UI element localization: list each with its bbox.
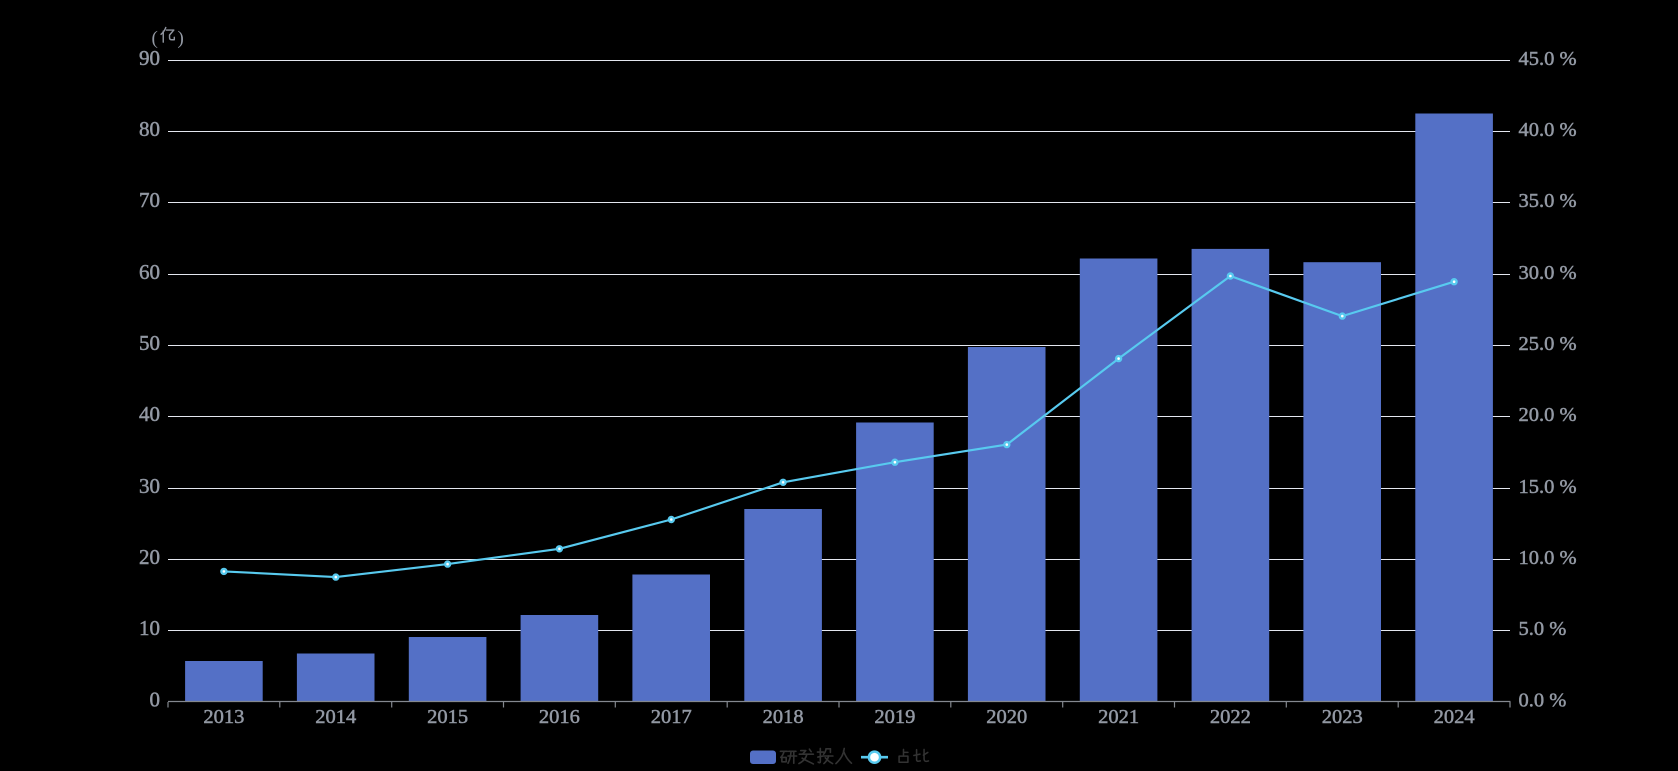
svg-text:5.0 %: 5.0 % <box>1519 618 1567 640</box>
svg-text:2017: 2017 <box>651 706 692 728</box>
svg-text:2013: 2013 <box>203 706 244 728</box>
svg-text:2023: 2023 <box>1322 706 1363 728</box>
svg-text:0: 0 <box>150 687 161 711</box>
svg-text:30.0 %: 30.0 % <box>1519 262 1577 284</box>
svg-text:2016: 2016 <box>539 706 580 728</box>
svg-text:0.0 %: 0.0 % <box>1519 689 1567 711</box>
svg-text:): ) <box>178 28 184 49</box>
svg-text:40.0 %: 40.0 % <box>1519 119 1577 141</box>
svg-text:30: 30 <box>139 474 160 498</box>
svg-text:10.0 %: 10.0 % <box>1519 547 1577 569</box>
svg-text:15.0 %: 15.0 % <box>1519 476 1577 498</box>
svg-text:10: 10 <box>139 616 160 640</box>
svg-text:2019: 2019 <box>874 706 915 728</box>
svg-text:2015: 2015 <box>427 706 468 728</box>
svg-text:90: 90 <box>139 46 160 70</box>
svg-text:50: 50 <box>139 331 160 355</box>
svg-text:60: 60 <box>139 260 160 284</box>
svg-text:20.0 %: 20.0 % <box>1519 404 1577 426</box>
svg-text:20: 20 <box>139 545 160 569</box>
svg-text:25.0 %: 25.0 % <box>1519 333 1577 355</box>
svg-text:35.0 %: 35.0 % <box>1519 190 1577 212</box>
svg-text:80: 80 <box>139 117 160 141</box>
svg-text:40: 40 <box>139 402 160 426</box>
svg-text:45.0 %: 45.0 % <box>1519 48 1577 70</box>
svg-text:2021: 2021 <box>1098 706 1139 728</box>
svg-text:70: 70 <box>139 188 160 212</box>
svg-text:2018: 2018 <box>763 706 804 728</box>
svg-text:2024: 2024 <box>1434 706 1475 728</box>
svg-text:(: ( <box>152 28 158 49</box>
svg-text:2022: 2022 <box>1210 706 1251 728</box>
svg-text:2014: 2014 <box>315 706 356 728</box>
svg-text:2020: 2020 <box>986 706 1027 728</box>
